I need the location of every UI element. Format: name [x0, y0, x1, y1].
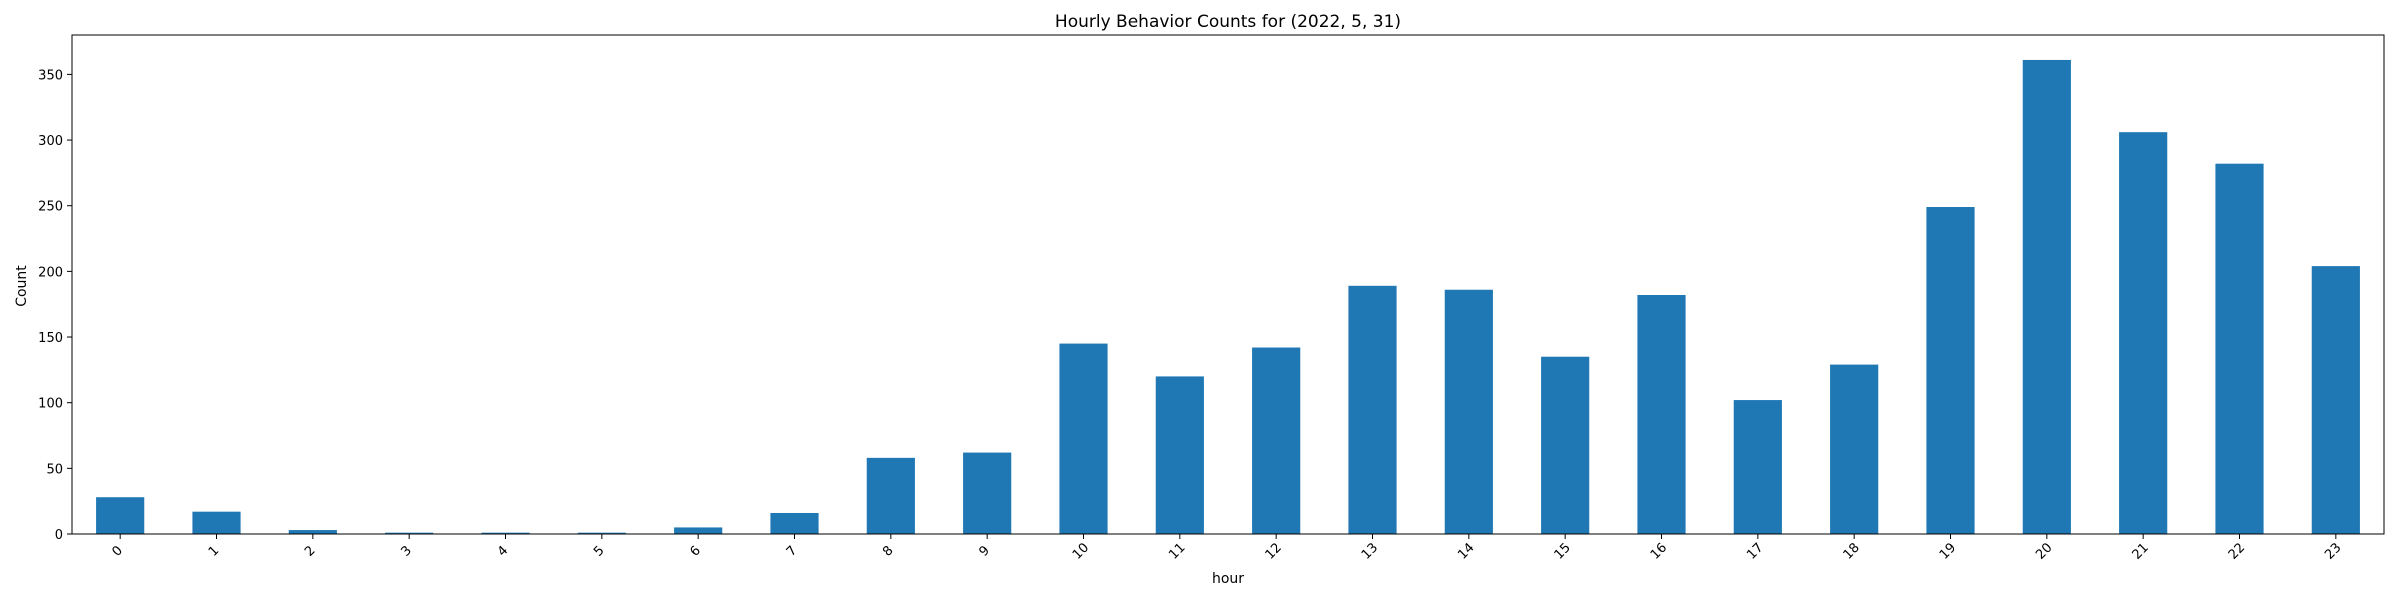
x-tick-label: 19: [1937, 540, 1959, 562]
x-axis-ticks: 0 1 2 3 4 5 6 7 8 9 10 11 12 13 14 15 16 17 18 19 20 21 22 23: [109, 534, 2345, 563]
bar-hour-3: [385, 532, 434, 534]
x-tick-label: 20: [2033, 540, 2055, 562]
x-tick-label: 22: [2226, 540, 2248, 562]
bar-hour-6: [674, 527, 723, 534]
bar-hour-4: [481, 532, 530, 534]
bar-hour-8: [866, 457, 915, 534]
bar-hour-14: [1444, 289, 1493, 534]
bar-hour-7: [770, 512, 819, 534]
bar-hour-20: [2022, 59, 2071, 534]
x-tick-label: 16: [1648, 540, 1670, 562]
x-tick-label: 13: [1359, 540, 1381, 562]
x-tick-label: 8: [880, 543, 896, 559]
bar-hour-21: [2119, 132, 2168, 535]
bar-hour-10: [1059, 343, 1108, 534]
bar-hour-1: [192, 511, 241, 534]
bar-hour-16: [1637, 295, 1686, 534]
y-tick-label: 200: [38, 265, 63, 280]
x-tick-label: 1: [206, 543, 222, 559]
bar-hour-2: [288, 530, 337, 534]
x-tick-label: 6: [687, 543, 703, 559]
x-tick-label: 5: [591, 543, 607, 559]
bars-group: [96, 59, 2360, 535]
bar-hour-19: [1926, 207, 1975, 534]
x-tick-label: 21: [2130, 540, 2152, 562]
bar-hour-9: [963, 452, 1012, 534]
x-tick-label: 23: [2322, 540, 2344, 562]
x-tick-label: 18: [1841, 540, 1863, 562]
x-tick-label: 11: [1166, 540, 1188, 562]
bar-hour-5: [577, 532, 626, 534]
x-tick-label: 14: [1455, 540, 1477, 562]
x-tick-label: 0: [109, 543, 125, 559]
bar-hour-23: [2311, 266, 2360, 534]
bar-hour-0: [96, 497, 145, 534]
plot-frame: [71, 34, 2385, 535]
bar-hour-11: [1155, 376, 1204, 534]
x-tick-label: 12: [1263, 540, 1285, 562]
x-tick-label: 9: [976, 543, 992, 559]
x-tick-label: 10: [1070, 540, 1092, 562]
y-tick-label: 350: [38, 68, 63, 83]
bar-hour-15: [1541, 356, 1590, 534]
x-tick-label: 7: [784, 543, 800, 559]
y-tick-label: 300: [38, 134, 63, 149]
bar-hour-13: [1348, 285, 1397, 534]
y-tick-label: 0: [55, 528, 63, 543]
x-tick-label: 15: [1552, 540, 1574, 562]
x-tick-label: 4: [495, 543, 511, 559]
bar-hour-22: [2215, 163, 2264, 534]
x-tick-label: 2: [302, 543, 318, 559]
y-axis-label: Count: [14, 265, 30, 307]
y-axis-ticks: 0 50 100 150 200 250 300 350: [38, 68, 72, 543]
y-tick-label: 250: [38, 200, 63, 215]
y-tick-label: 100: [38, 397, 63, 412]
y-tick-label: 150: [38, 331, 63, 346]
bar-hour-17: [1733, 400, 1782, 534]
y-tick-label: 50: [46, 462, 63, 477]
x-tick-label: 3: [398, 543, 414, 559]
chart-title: Hourly Behavior Counts for (2022, 5, 31): [1055, 12, 1401, 32]
x-tick-label: 17: [1744, 540, 1766, 562]
x-axis-label: hour: [1212, 571, 1244, 587]
bar-hour-12: [1252, 347, 1301, 534]
bar-hour-18: [1830, 364, 1879, 534]
